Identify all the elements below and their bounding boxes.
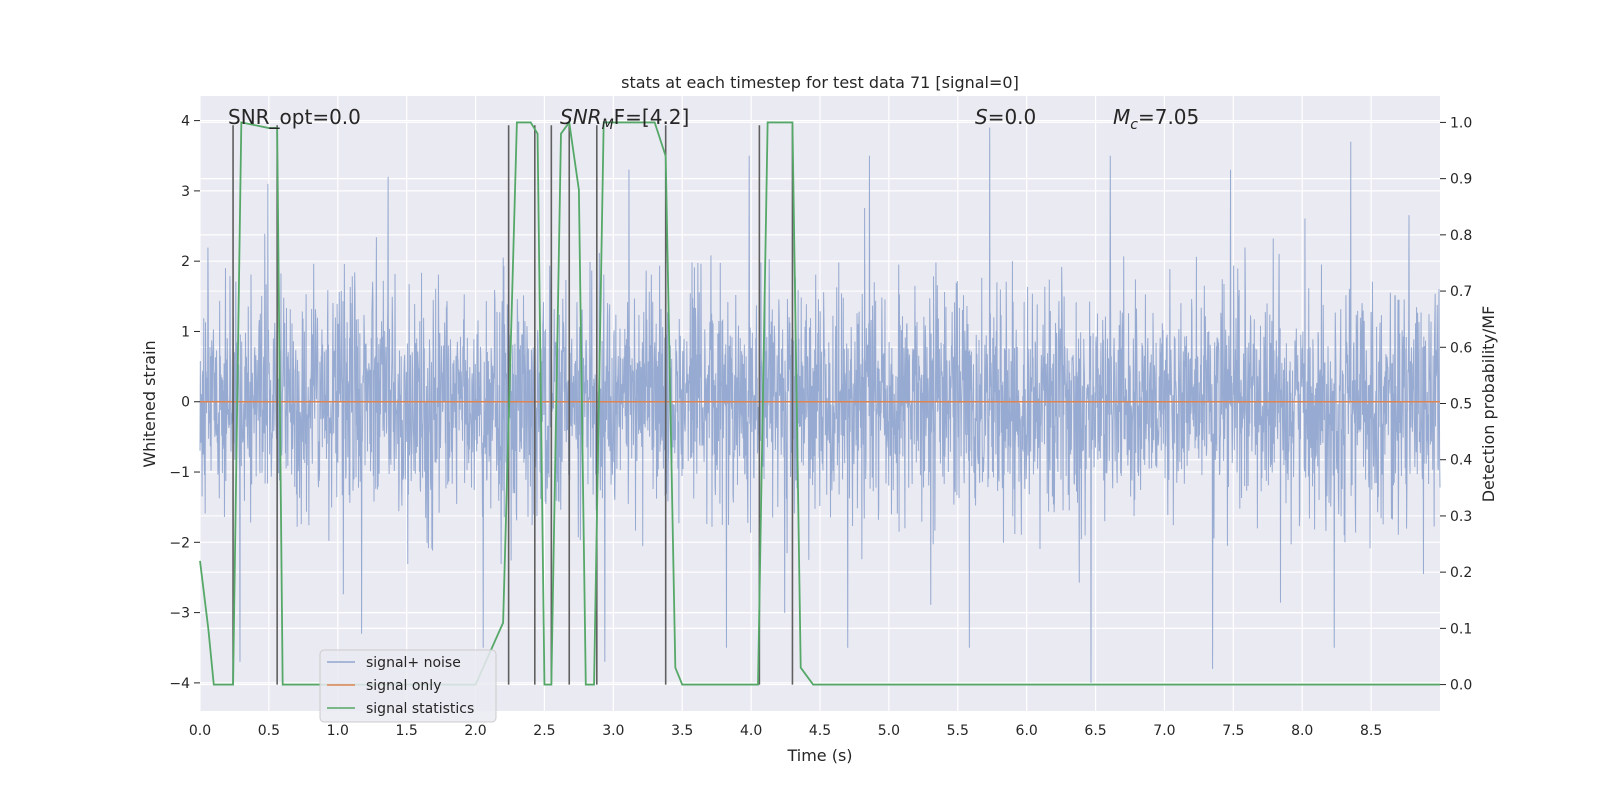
x-tick-label: 4.5 — [809, 723, 831, 739]
annotation-mc-sub: c — [1130, 117, 1138, 133]
annotation-snr-opt: SNR_opt=0.0 — [228, 105, 361, 129]
y-tick-label: 2 — [181, 254, 190, 270]
annotation-mc-var: M — [1113, 105, 1130, 129]
annotation-s: S=0.0 — [975, 105, 1036, 129]
x-tick-label: 6.0 — [1016, 723, 1038, 739]
annotation-s-val: =0.0 — [988, 105, 1037, 129]
legend-label-signal-statistics: signal statistics — [366, 701, 474, 717]
y-tick-label: −2 — [169, 535, 190, 551]
x-tick-label: 4.0 — [740, 723, 762, 739]
y-ticks: 4 3 2 1 0 −1 −2 −3 −4 — [169, 114, 200, 692]
annotation-snr-mf-prefix: SNR — [560, 105, 602, 129]
legend-label-signal-noise: signal+ noise — [366, 655, 461, 671]
y2-tick-label: 1.0 — [1450, 115, 1472, 131]
y-tick-label: −4 — [169, 676, 190, 692]
x-ticks: 0.0 0.5 1.0 1.5 2.0 2.5 3.0 3.5 4.0 4.5 5.0 5.5 6.0 6… — [189, 723, 1382, 739]
x-tick-label: 0.5 — [258, 723, 280, 739]
y-axis-label: Whitened strain — [140, 340, 159, 467]
y2-axis-label: Detection probability/MF — [1479, 306, 1498, 503]
legend-box — [319, 649, 497, 723]
y2-tick-label: 0.6 — [1450, 340, 1472, 356]
x-tick-label: 3.5 — [671, 723, 693, 739]
y2-tick-label: 0.2 — [1450, 565, 1472, 581]
x-tick-label: 3.0 — [602, 723, 624, 739]
x-tick-label: 7.5 — [1222, 723, 1244, 739]
vertical-markers — [232, 125, 794, 685]
y2-tick-label: 0.5 — [1450, 397, 1472, 413]
y-tick-label: 3 — [181, 184, 190, 200]
y2-ticks: 1.0 0.9 0.8 0.7 0.6 0.5 0.4 0.3 0.2 0.1 0.0 — [1440, 115, 1472, 694]
legend: signal+ noise signal only signal statist… — [319, 649, 497, 723]
chart-title: stats at each timestep for test data 71 … — [621, 73, 1019, 92]
y-tick-label: −1 — [169, 465, 190, 481]
signal-noise-line — [199, 127, 1441, 683]
x-tick-label: 2.5 — [533, 723, 555, 739]
annotation-snr-mf-sub: M — [602, 117, 614, 133]
annotation-snr-mf: SNRMF=[4.2] — [560, 105, 689, 133]
x-tick-label: 1.0 — [327, 723, 349, 739]
annotation-mc-val: =7.05 — [1138, 105, 1199, 129]
annotation-s-var: S — [975, 105, 988, 129]
y-tick-label: 4 — [181, 114, 190, 130]
x-tick-label: 7.0 — [1153, 723, 1175, 739]
x-tick-label: 2.0 — [464, 723, 486, 739]
y2-tick-label: 0.8 — [1450, 228, 1472, 244]
x-tick-label: 6.5 — [1084, 723, 1106, 739]
y2-tick-label: 0.1 — [1450, 621, 1472, 637]
x-tick-label: 5.0 — [878, 723, 900, 739]
y2-tick-label: 0.7 — [1450, 284, 1472, 300]
y-tick-label: 1 — [181, 324, 190, 340]
x-tick-label: 5.5 — [947, 723, 969, 739]
annotation-snr-mf-suffix: F=[4.2] — [614, 105, 690, 129]
x-tick-label: 8.0 — [1291, 723, 1313, 739]
x-tick-label: 8.5 — [1360, 723, 1382, 739]
x-tick-label: 1.5 — [396, 723, 418, 739]
y2-tick-label: 0.9 — [1450, 172, 1472, 188]
y2-tick-label: 0.3 — [1450, 509, 1472, 525]
y-tick-label: −3 — [169, 606, 190, 622]
annotation-mc: Mc=7.05 — [1113, 105, 1199, 133]
signal-statistics-series — [199, 120, 1440, 686]
x-axis-label: Time (s) — [786, 746, 852, 765]
x-tick-label: 0.0 — [189, 723, 211, 739]
legend-label-signal-only: signal only — [366, 678, 441, 694]
signal-statistics-line — [199, 120, 1440, 686]
y2-tick-label: 0.4 — [1450, 453, 1472, 469]
signal-plus-noise-series — [199, 127, 1441, 683]
y2-tick-label: 0.0 — [1450, 678, 1472, 694]
y-tick-label: 0 — [181, 395, 190, 411]
